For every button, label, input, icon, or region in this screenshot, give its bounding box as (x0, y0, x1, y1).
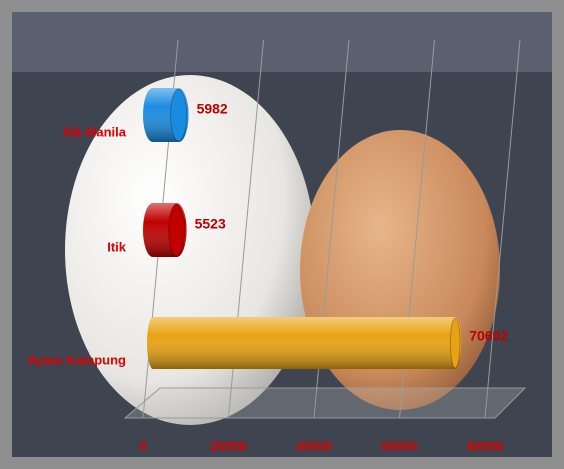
x-tick-label: 80000 (467, 438, 503, 453)
y-tick-label: Itik (107, 239, 127, 254)
x-tick-label: 0 (139, 438, 146, 453)
bar-shade (147, 317, 462, 369)
grid-line (484, 39, 521, 419)
photo-top (12, 12, 552, 72)
bar-cap (449, 317, 461, 369)
value-label: 5523 (195, 216, 226, 232)
x-tick-label: 60000 (381, 438, 417, 453)
value-label: 70692 (469, 328, 508, 344)
x-tick-label: 20000 (210, 438, 246, 453)
x-tick-label: 40000 (296, 438, 332, 453)
plot: 0 20000 40000 60000 80000 Itik Manila 5982 Itik… (28, 39, 521, 453)
y-tick-label: Itik Manila (63, 124, 127, 139)
bar-cap (168, 203, 186, 257)
value-label: 5982 (197, 101, 228, 117)
bar-cap (170, 88, 188, 142)
y-tick-label: Ayam Kampung (28, 352, 127, 367)
floor (123, 387, 527, 419)
